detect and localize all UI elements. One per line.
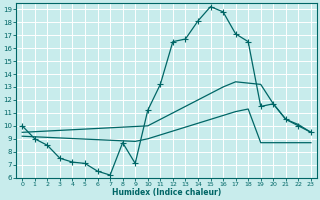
X-axis label: Humidex (Indice chaleur): Humidex (Indice chaleur) <box>112 188 221 197</box>
